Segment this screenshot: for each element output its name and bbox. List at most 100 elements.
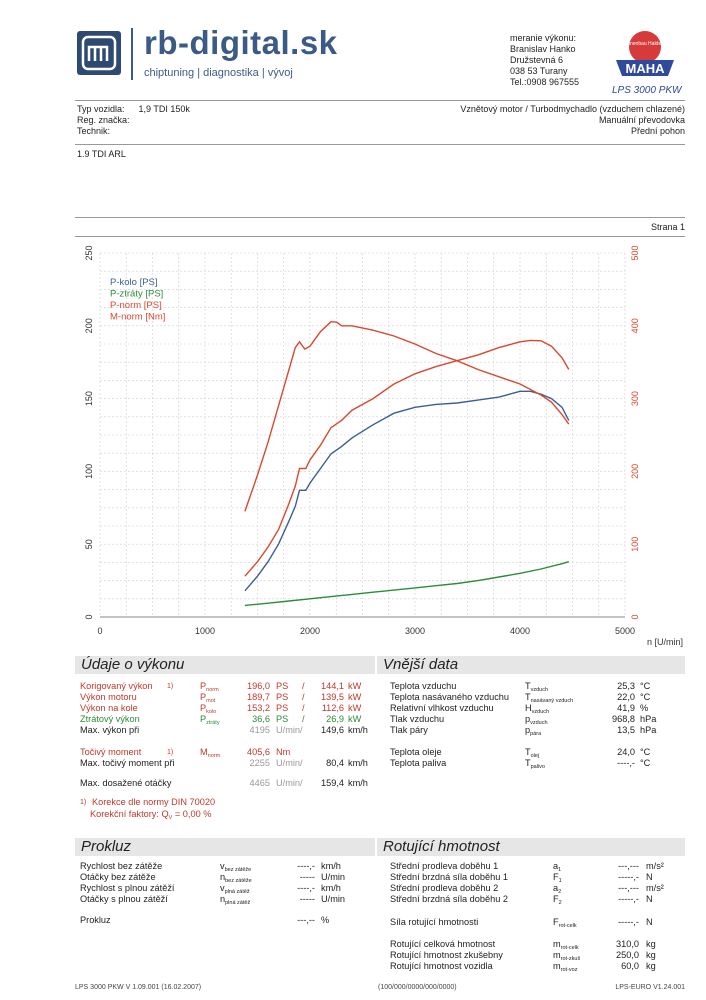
- series-line-1: [244, 390, 570, 592]
- symbol: Pmot: [200, 692, 216, 704]
- slash: /: [302, 692, 305, 702]
- ext-value: 22,0: [617, 692, 635, 702]
- reg-label: Reg. značka:: [77, 115, 130, 125]
- value-kw: 112,6: [321, 703, 344, 713]
- ext-unit: hPa: [640, 725, 657, 735]
- gearbox-type: Manuální převodovka: [598, 115, 685, 125]
- divider: [75, 144, 685, 145]
- symbol: vbez zátěže: [220, 861, 252, 873]
- x-tick-label: 4000: [510, 626, 530, 636]
- rot-value: ---,---: [618, 861, 639, 871]
- y-left-tick-label: 150: [84, 391, 94, 406]
- slip-unit: U/min: [321, 894, 345, 904]
- correction-factor: Korekční faktory: QV = 0,00 %: [90, 809, 212, 821]
- technician-label: Technik:: [77, 126, 111, 136]
- rot-label: Střední prodleva doběhu 1: [390, 861, 499, 871]
- symbol: mrot-zkuš: [553, 950, 581, 962]
- value-kw: 26,9: [326, 714, 344, 724]
- rot-unit: N: [646, 917, 653, 927]
- ext-unit: °C: [640, 758, 651, 768]
- symbol: Tnasávaný vzduch: [525, 692, 574, 704]
- ext-value: 13,5: [617, 725, 635, 735]
- rot-unit: kg: [646, 961, 656, 971]
- unit-speed: km/h: [348, 778, 368, 788]
- unit-rpm: U/min/: [276, 725, 303, 735]
- rot-label: Rotující celková hmotnost: [390, 939, 496, 949]
- ext-unit: °C: [640, 692, 651, 702]
- unit-kw: kW: [348, 714, 362, 724]
- contact-line: Družstevná 6: [510, 55, 564, 65]
- ext-label: Teplota vzduchu: [390, 681, 457, 691]
- series-line-4: [244, 320, 570, 512]
- rot-label: Rotující hmotnost zkušebny: [390, 950, 503, 960]
- y-right-tick-label: 200: [630, 464, 640, 479]
- y-right-tick-label: 300: [630, 391, 640, 406]
- value-rpm: 2255: [249, 758, 270, 768]
- vehicle-info-left: Typ vozidla: 1,9 TDI 150k Reg. značka: Te…: [77, 104, 190, 137]
- symbol: Tpalivo: [525, 758, 545, 770]
- rot-unit: N: [646, 894, 653, 904]
- symbol: a2: [553, 883, 562, 895]
- brand-logo-icon: [77, 31, 121, 75]
- value-rpm: 4195: [249, 725, 270, 735]
- ext-unit: %: [640, 703, 649, 713]
- symbol: mrot-celk: [553, 939, 579, 951]
- unit-torque: Nm: [276, 747, 291, 757]
- page-number: Strana 1: [650, 222, 685, 232]
- slip-label: Prokluz: [80, 915, 111, 925]
- series-line-3: [244, 339, 570, 577]
- symbol: pvzduch: [525, 714, 548, 726]
- slip-unit: km/h: [321, 883, 341, 893]
- ext-value: 24,0: [617, 747, 635, 757]
- ext-label: Teplota paliva: [390, 758, 447, 768]
- rot-label: Střední brzdná síla doběhu 2: [390, 894, 508, 904]
- footer-code: (100/000/0000/000/0000): [378, 984, 457, 991]
- section-title-vnejsi: Vnější data: [377, 656, 685, 674]
- y-left-tick-label: 50: [84, 539, 94, 549]
- value-ps: 196,0: [247, 681, 270, 691]
- y-left-tick-label: 0: [84, 614, 94, 619]
- rot-unit: m/s²: [646, 861, 664, 871]
- maha-seal-text: Maschinenbau Haldenwang: [614, 41, 676, 47]
- ext-value: 968,8: [612, 714, 635, 724]
- ext-label: Teplota nasávaného vzduchu: [390, 692, 510, 702]
- rot-value: -----,-: [618, 872, 639, 882]
- unit-rpm: U/min/: [276, 758, 303, 768]
- symbol: Tvzduch: [525, 681, 549, 693]
- vehicle-note: 1.9 TDI ARL: [77, 149, 126, 159]
- metric-label: Korigovaný výkon: [80, 681, 153, 691]
- slash: /: [302, 681, 305, 691]
- contact-line: Tel.:0908 967555: [510, 77, 580, 87]
- brand-name: rb-digital.sk: [144, 24, 338, 61]
- symbol: F1: [553, 872, 562, 884]
- symbol: vplná zátěž: [220, 883, 250, 895]
- metric-label: Ztrátový výkon: [80, 714, 140, 724]
- metric-label: Max. výkon při: [80, 725, 140, 735]
- symbol: F2: [553, 894, 562, 906]
- slip-unit: km/h: [321, 861, 341, 871]
- slip-value: ---,--: [297, 915, 315, 925]
- vehicle-type-label: Typ vozidla:: [77, 104, 125, 114]
- unit-ps: PS: [276, 692, 289, 702]
- unit-speed: km/h: [348, 758, 368, 768]
- rot-label: Síla rotující hmotnosti: [390, 917, 479, 927]
- rot-value: 310,0: [616, 939, 639, 949]
- ext-label: Relativní vlhkost vzduchu: [390, 703, 494, 713]
- footnote-mark: 1): [80, 799, 87, 806]
- ext-value: 25,3: [617, 681, 635, 691]
- unit-speed: km/h: [348, 725, 368, 735]
- symbol: Pnorm: [200, 681, 219, 693]
- symbol: Pztráty: [200, 714, 220, 726]
- divider: [75, 217, 685, 218]
- slip-unit: %: [321, 915, 330, 925]
- value-torque: 405,6: [247, 747, 270, 757]
- value-ps: 36,6: [252, 714, 270, 724]
- symbol: Frot-celk: [553, 917, 577, 929]
- slip-value: ----,-: [297, 883, 315, 893]
- section-title-rotujici: Rotující hmotnost: [377, 838, 685, 856]
- contact-block: meranie výkonu: Branislav Hanko Družstev…: [510, 33, 579, 88]
- vehicle-info-right: Vznětový motor / Turbodmychadlo (vzduche…: [460, 104, 685, 137]
- contact-line: meranie výkonu:: [510, 33, 577, 43]
